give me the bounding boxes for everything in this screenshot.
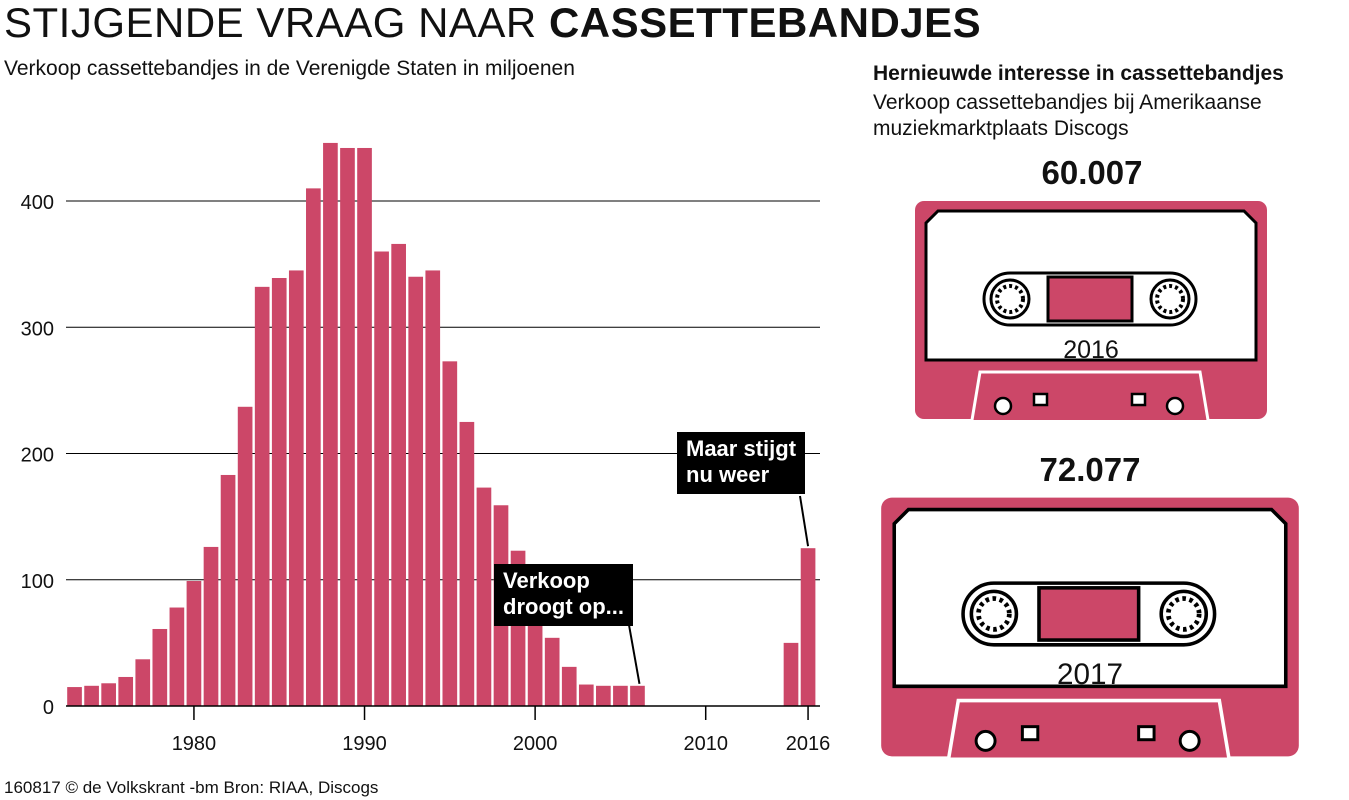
bar-2015: [783, 642, 799, 706]
chart-subtitle: Verkoop cassettebandjes in de Verenigde …: [4, 57, 575, 80]
callout-rise-pointer: [799, 495, 810, 547]
cassette-hole-right: [1178, 729, 1201, 752]
title-light: STIJGENDE VRAAG NAAR: [4, 0, 537, 46]
x-tick-label-2016: 2016: [786, 733, 830, 755]
x-tick-label-1980: 1980: [172, 733, 217, 755]
bar-1979: [169, 607, 185, 706]
cassette-square-right: [1137, 725, 1156, 742]
cassette-hole-right: [1165, 396, 1185, 416]
cassette-square-left: [1020, 725, 1040, 742]
callout-drop-pointer: [628, 624, 641, 684]
bar-1976: [118, 676, 134, 706]
y-tick-label-100: 100: [21, 571, 54, 593]
cassette-value-2017: 72.077: [1039, 451, 1141, 488]
bar-1977: [135, 659, 151, 706]
cassette-bottom-plate: [947, 698, 1231, 758]
bar-1982: [220, 474, 236, 706]
bar-1995: [442, 361, 458, 706]
cassette-icon-2016: 2016: [915, 201, 1267, 420]
bar-2001: [544, 637, 560, 706]
callout-drop: Verkoop droogt op...: [494, 564, 633, 626]
cassette-tape-window: [1037, 586, 1141, 642]
bar-2004: [596, 685, 611, 706]
bar-2006: [630, 685, 645, 706]
cassette-bottom-plate: [970, 370, 1210, 420]
cassette-icon-2017: 2017: [881, 497, 1299, 758]
cassette-value-2016: 60.007: [1041, 154, 1143, 191]
cassette-year-2017: 2017: [1057, 658, 1123, 691]
chart-title: STIJGENDE VRAAG NAAR CASSETTEBANDJES: [4, 0, 981, 48]
bar-1997: [476, 487, 492, 706]
x-tick-label-2000: 2000: [513, 733, 558, 755]
cassette-square-right: [1130, 392, 1147, 407]
callout-rise-line1: Maar stijgt: [686, 436, 797, 461]
bar-1991: [374, 251, 389, 706]
x-tick-label-2010: 2010: [683, 733, 728, 755]
cassette-square-left: [1032, 392, 1049, 407]
bar-1984: [254, 286, 270, 706]
discogs-title: Hernieuwde interesse in cassettebandjes: [873, 62, 1284, 85]
bar-1989: [340, 147, 355, 707]
callout-rise-line2: nu weer: [686, 462, 770, 487]
callout-rise: Maar stijgt nu weer: [677, 432, 806, 494]
bar-1992: [391, 243, 406, 707]
discogs-subtitle: Verkoop cassettebandjes bij Amerikaanse …: [873, 91, 1262, 140]
callout-drop-line1: Verkoop: [503, 568, 590, 593]
bar-1994: [425, 270, 441, 706]
bar-1988: [323, 142, 338, 707]
bar-1973: [67, 687, 82, 706]
cassette-year-2016: 2016: [1063, 336, 1119, 364]
bar-1981: [203, 546, 219, 706]
bar-2016: [800, 548, 816, 706]
bar-2003: [578, 684, 594, 706]
y-tick-label-0: 0: [43, 697, 54, 719]
bar-1983: [237, 406, 253, 706]
y-tick-label-200: 200: [21, 445, 54, 467]
y-tick-label-300: 300: [21, 318, 54, 340]
cassette-reel-right-teeth: [1155, 284, 1185, 314]
cassette-hole-left: [993, 396, 1013, 416]
title-bold: CASSETTEBANDJES: [548, 0, 982, 46]
y-tick-label-400: 400: [21, 192, 54, 214]
cassette-tape-window: [1046, 275, 1134, 323]
cassette-reel-right-teeth: [1165, 596, 1202, 632]
bar-1986: [288, 270, 304, 706]
bar-chart: 0 100 200 300 400 1980 1990 2000 2010 2016: [21, 142, 830, 755]
cassette-reel-left-teeth: [976, 596, 1012, 632]
x-tick-label-1990: 1990: [342, 733, 387, 755]
cassette-reel-left-teeth: [995, 284, 1025, 314]
bar-1996: [459, 421, 475, 706]
bar-1978: [152, 628, 168, 706]
bar-1990: [357, 147, 372, 707]
source-note: 160817 © de Volkskrant -bm Bron: RIAA, D…: [4, 778, 379, 797]
cassette-hole-left: [974, 729, 997, 752]
bar-1985: [271, 278, 287, 706]
bar-1974: [84, 685, 99, 706]
bar-1975: [101, 683, 116, 706]
callout-drop-line2: droogt op...: [503, 594, 624, 619]
bar-2002: [561, 666, 577, 706]
bar-2005: [613, 685, 628, 706]
bar-1993: [408, 276, 424, 706]
bar-1980: [186, 581, 202, 706]
bar-1987: [306, 188, 321, 706]
